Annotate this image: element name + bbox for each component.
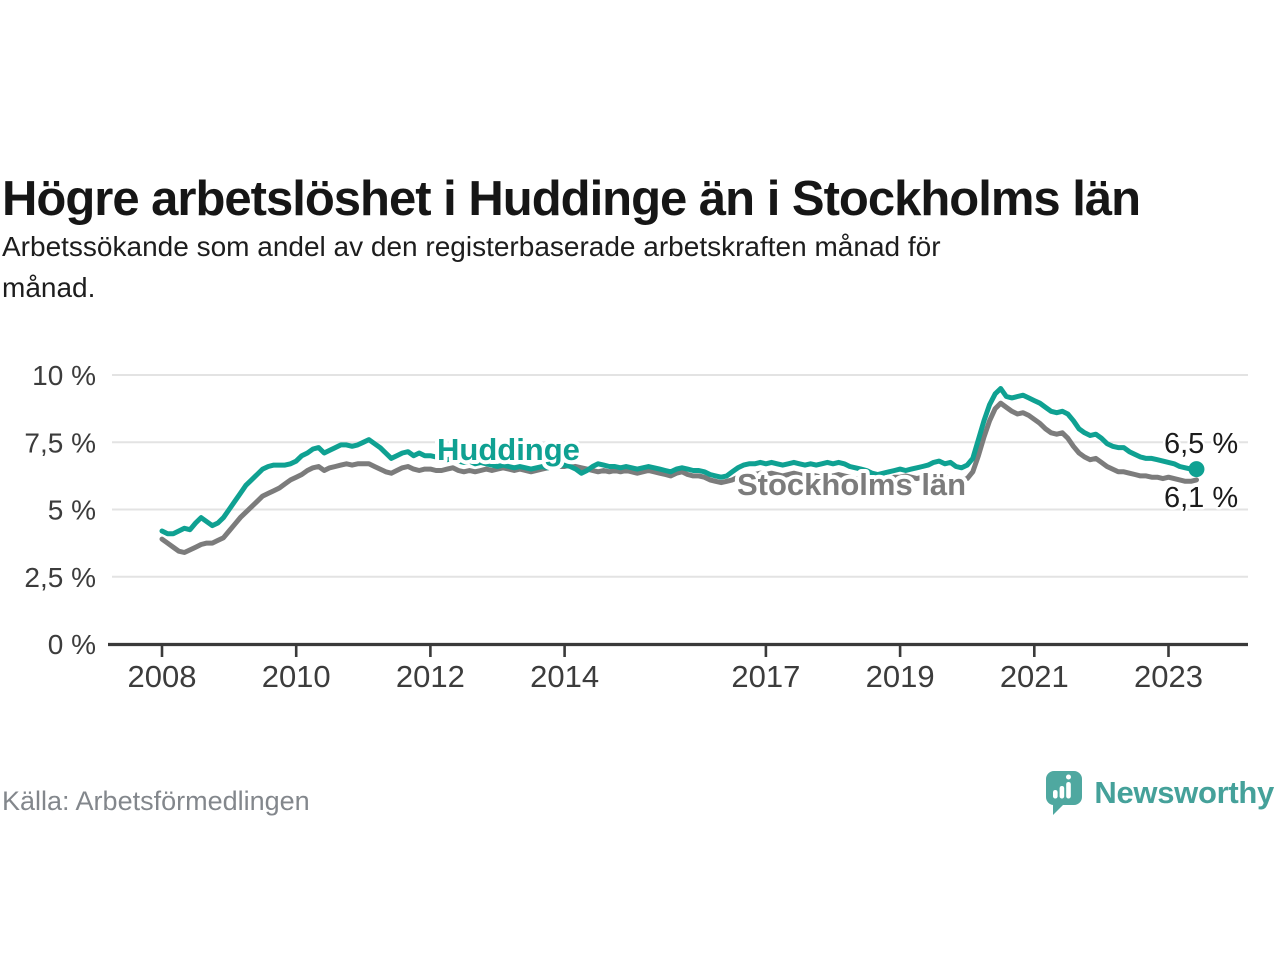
stockholms-l-n-line xyxy=(159,400,1199,555)
newsworthy-logo: Newsworthy xyxy=(1045,770,1274,816)
source-note: Källa: Arbetsförmedlingen xyxy=(2,786,310,816)
logo-exclamation-dot xyxy=(1066,774,1072,780)
chart-subtitle: Arbetssökande som andel av den registerb… xyxy=(2,226,1202,308)
x-tick-label-2014: 2014 xyxy=(530,659,599,694)
x-tick-label-2023: 2023 xyxy=(1134,659,1203,694)
page-title: Högre arbetslöshet i Huddinge än i Stock… xyxy=(2,171,1141,226)
newsworthy-logo-icon xyxy=(1046,771,1083,815)
stockholms-l-n-series-label: Stockholms län xyxy=(737,467,966,502)
x-tick-label-2017: 2017 xyxy=(731,659,800,694)
stockholms-l-n-end-value-label: 6,1 % xyxy=(1164,482,1238,514)
x-tick-label-2008: 2008 xyxy=(128,659,197,694)
x-tick-label-2010: 2010 xyxy=(262,659,331,694)
huddinge-line xyxy=(159,386,1199,537)
logo-bar-tall xyxy=(1066,782,1072,799)
y-tick-label-2.5: 2,5 % xyxy=(24,562,96,593)
x-tick-label-2019: 2019 xyxy=(866,659,935,694)
x-tick-label-2012: 2012 xyxy=(396,659,465,694)
logo-bar-small xyxy=(1053,790,1058,799)
y-tick-label-7.5: 7,5 % xyxy=(24,427,96,458)
huddinge-end-dot xyxy=(1188,461,1205,478)
x-tick-label-2021: 2021 xyxy=(1000,659,1069,694)
brand-name: Newsworthy xyxy=(1094,775,1274,810)
subtitle-line-2: månad. xyxy=(2,272,96,303)
y-tick-label-0: 0 % xyxy=(48,629,96,660)
y-tick-label-5: 5 % xyxy=(48,495,96,526)
subtitle-line-1: Arbetssökande som andel av den registerb… xyxy=(2,231,941,262)
huddinge-end-value-label: 6,5 % xyxy=(1164,428,1238,460)
huddinge-series-label: Huddinge xyxy=(437,432,580,467)
logo-bar-medium xyxy=(1059,786,1065,799)
y-tick-label-10: 10 % xyxy=(32,360,96,391)
